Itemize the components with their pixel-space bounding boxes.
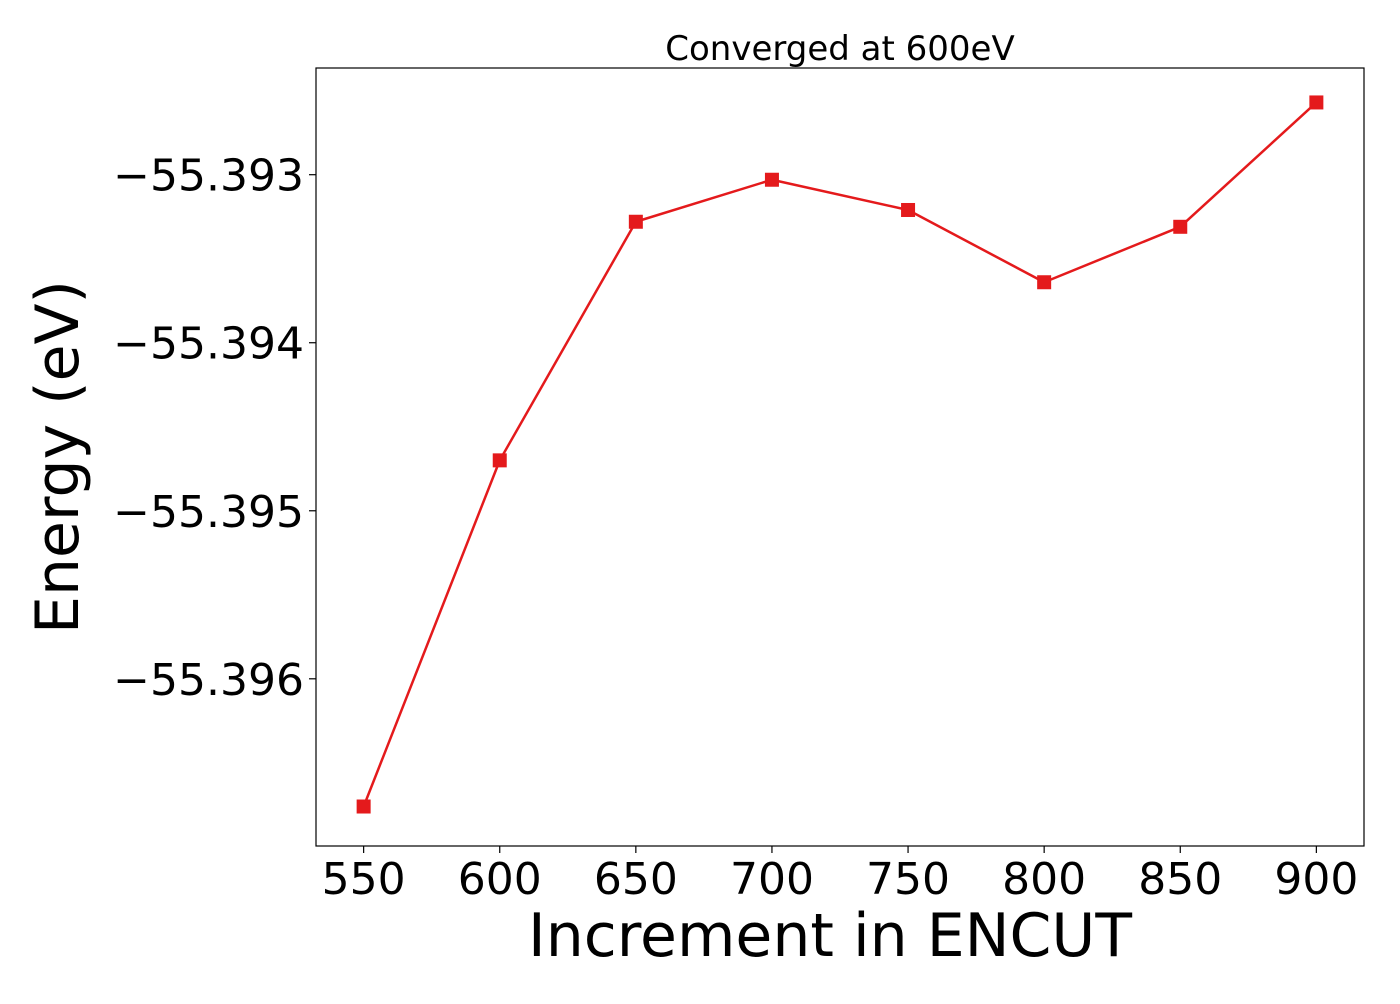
data-point — [628, 214, 643, 229]
y-axis: −55.396 −55.395 −55.394 −55.393 — [113, 151, 316, 706]
x-axis-label: Increment in ENCUT — [528, 901, 1132, 971]
data-point — [1309, 95, 1324, 110]
series-layer — [356, 95, 1324, 814]
y-tick-label: −55.396 — [113, 655, 304, 706]
data-point — [356, 799, 371, 814]
y-tick-label: −55.393 — [113, 151, 304, 202]
data-point — [1037, 275, 1052, 290]
data-point — [764, 172, 779, 187]
x-tick-label: 650 — [594, 854, 678, 905]
y-tick-label: −55.394 — [113, 319, 304, 370]
x-axis: 550 600 650 700 750 800 850 900 — [322, 846, 1358, 905]
x-tick-label: 550 — [322, 854, 406, 905]
plot-frame — [315, 67, 1365, 847]
data-point — [1173, 219, 1188, 234]
y-tick-label: −55.395 — [113, 487, 304, 538]
data-point — [492, 453, 507, 468]
series-line — [362, 101, 1318, 807]
chart-title: Converged at 600eV — [665, 29, 1014, 69]
x-tick-label: 750 — [866, 854, 950, 905]
data-point — [901, 202, 916, 217]
x-tick-label: 800 — [1002, 854, 1086, 905]
x-tick-label: 900 — [1274, 854, 1358, 905]
y-axis-label: Energy (eV) — [23, 280, 93, 634]
x-tick-label: 850 — [1138, 854, 1222, 905]
x-tick-label: 600 — [458, 854, 542, 905]
x-tick-label: 700 — [730, 854, 814, 905]
